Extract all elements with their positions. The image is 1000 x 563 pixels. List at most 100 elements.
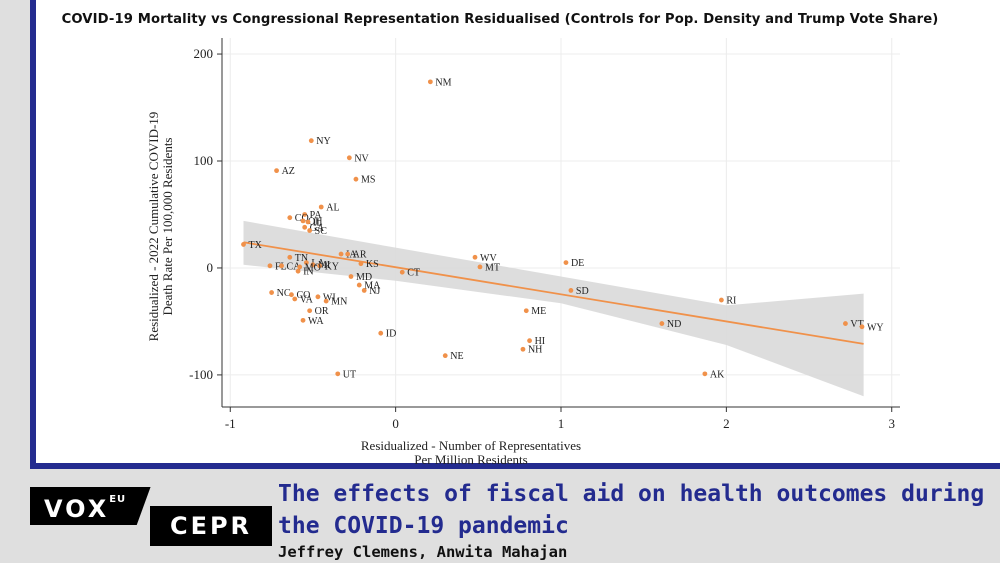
data-point	[702, 371, 708, 377]
data-point	[274, 168, 279, 174]
data-point-label: NE	[450, 351, 463, 362]
data-point	[335, 371, 341, 377]
x-axis-label: Residualized - Number of Representatives	[361, 438, 581, 453]
data-point-label: SC	[315, 226, 328, 237]
grid-layer	[222, 38, 900, 407]
data-point-label: CO	[295, 213, 309, 224]
data-point-label: NJ	[369, 286, 380, 297]
data-point-label: MS	[361, 175, 375, 186]
data-point-label: IN	[303, 267, 314, 278]
data-point-label: VT	[850, 319, 863, 330]
logo-eu-text: EU	[109, 494, 127, 505]
article-authors: Jeffrey Clemens, Anwita Mahajan	[278, 543, 568, 561]
y-axis-label: Residualized - 2022 Cumulative COVID-19	[146, 112, 161, 342]
data-point	[353, 176, 359, 182]
data-point-label: MT	[485, 262, 500, 273]
data-point	[310, 262, 316, 268]
data-point-label: SD	[576, 286, 589, 297]
fit-line-layer	[243, 241, 864, 345]
data-point-label: MI	[318, 260, 330, 271]
data-point	[358, 261, 364, 267]
data-point-label: AR	[353, 250, 367, 261]
data-point	[303, 260, 309, 266]
article-title[interactable]: The effects of fiscal aid on health outc…	[278, 481, 985, 539]
data-point	[356, 282, 362, 288]
confidence-band	[243, 220, 864, 397]
y-tick-label: -100	[189, 367, 213, 382]
data-point	[267, 263, 273, 269]
data-point-label: NY	[316, 136, 330, 147]
chart-panel	[30, 0, 1000, 469]
data-point-label: ID	[386, 329, 397, 340]
data-point-label: UT	[343, 369, 356, 380]
data-point-label: CO	[296, 290, 310, 301]
cepr-logo[interactable]: CEPR	[150, 506, 272, 546]
data-point-label: DE	[571, 258, 584, 269]
data-point-label: WV	[480, 253, 497, 264]
data-point-label: KY	[325, 261, 339, 272]
data-point	[378, 330, 384, 336]
data-point	[289, 292, 294, 298]
data-point-label: VA	[300, 294, 314, 305]
data-point	[568, 288, 574, 293]
data-point-label: AL	[326, 202, 339, 213]
data-point-label: AZ	[282, 166, 295, 177]
data-point	[477, 264, 483, 270]
data-point-label: CA	[287, 261, 302, 272]
data-point	[520, 346, 526, 352]
data-point-label: KS	[366, 259, 379, 270]
data-point	[659, 321, 665, 326]
data-point	[302, 224, 308, 230]
data-point	[305, 219, 311, 225]
data-point-label: ME	[531, 306, 546, 317]
data-point	[346, 155, 352, 161]
chart-title: COVID-19 Mortality vs Congressional Repr…	[61, 12, 939, 27]
data-point	[523, 308, 529, 314]
data-point-label: TX	[248, 240, 262, 251]
x-tick-label: -1	[225, 416, 236, 431]
data-point-label: NM	[435, 77, 451, 88]
data-point	[317, 263, 322, 269]
data-point	[279, 263, 284, 269]
data-point	[323, 298, 329, 304]
data-point-label: TN	[295, 253, 308, 264]
y-tick-label: 200	[194, 46, 214, 61]
data-point-label: CT	[407, 268, 420, 279]
data-point	[300, 317, 306, 323]
confidence-band-layer	[243, 220, 864, 397]
data-point	[318, 204, 324, 210]
y-tick-label: 100	[194, 153, 214, 168]
data-point	[563, 260, 569, 266]
data-point	[361, 288, 367, 293]
data-point	[427, 79, 433, 85]
data-point	[315, 294, 321, 300]
x-tick-label: 1	[558, 416, 565, 431]
data-point	[300, 218, 306, 224]
data-point	[241, 242, 246, 247]
axis-labels-layer: Residualized - Number of Representatives…	[146, 112, 581, 467]
data-point	[859, 324, 865, 330]
data-point	[527, 338, 532, 344]
data-point-label: MA	[364, 281, 381, 292]
data-point-label: MD	[356, 272, 372, 283]
axes-layer: -1 0 1 2 3 -100 0 100 200	[189, 38, 900, 431]
data-point	[292, 296, 298, 302]
data-point	[297, 264, 303, 270]
data-point-label: IA	[346, 250, 357, 261]
y-axis-label: Death Rate Per 100,000 Residents	[160, 138, 175, 316]
data-point	[348, 274, 354, 279]
data-point-label: LA	[311, 258, 325, 269]
data-point-label: MN	[331, 297, 347, 308]
data-point	[307, 228, 313, 233]
data-point	[287, 254, 293, 260]
data-point	[442, 353, 448, 359]
data-point	[399, 269, 405, 275]
x-tick-label: 3	[888, 416, 895, 431]
data-point	[295, 268, 301, 274]
data-point-label: NC	[277, 288, 291, 299]
voxeu-logo[interactable]: VOXEU	[30, 487, 156, 525]
x-axis-label: Per Million Residents	[414, 452, 527, 467]
data-point-label: HI	[535, 336, 546, 347]
